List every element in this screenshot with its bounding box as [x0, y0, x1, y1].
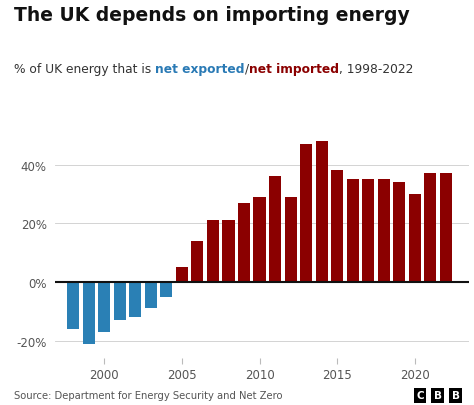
Bar [300, 145, 312, 282]
Text: % of UK energy that is: % of UK energy that is [14, 63, 155, 76]
Bar [160, 282, 173, 297]
Text: net exported: net exported [155, 63, 245, 76]
Text: /: / [245, 63, 249, 76]
Text: The UK depends on importing energy: The UK depends on importing energy [14, 6, 410, 25]
Bar [176, 268, 188, 282]
Bar [440, 174, 452, 282]
Bar [67, 282, 79, 329]
Bar [346, 180, 359, 282]
Bar [269, 177, 281, 282]
Bar [393, 183, 405, 282]
Bar [114, 282, 126, 320]
Bar [145, 282, 157, 309]
Bar [82, 282, 95, 344]
Bar [362, 180, 374, 282]
Bar [316, 142, 328, 282]
Bar [424, 174, 437, 282]
Bar [129, 282, 141, 318]
Bar [378, 180, 390, 282]
Text: B: B [434, 390, 442, 400]
Text: B: B [452, 390, 460, 400]
Bar [254, 197, 265, 282]
Bar [331, 171, 343, 282]
Bar [238, 203, 250, 282]
Text: Source: Department for Energy Security and Net Zero: Source: Department for Energy Security a… [14, 390, 283, 400]
Text: C: C [416, 390, 424, 400]
Bar [191, 241, 203, 282]
Bar [222, 221, 235, 282]
Bar [409, 194, 421, 282]
Bar [98, 282, 110, 332]
Bar [284, 197, 297, 282]
Bar [207, 221, 219, 282]
Text: net imported: net imported [249, 63, 339, 76]
Text: , 1998-2022: , 1998-2022 [339, 63, 413, 76]
